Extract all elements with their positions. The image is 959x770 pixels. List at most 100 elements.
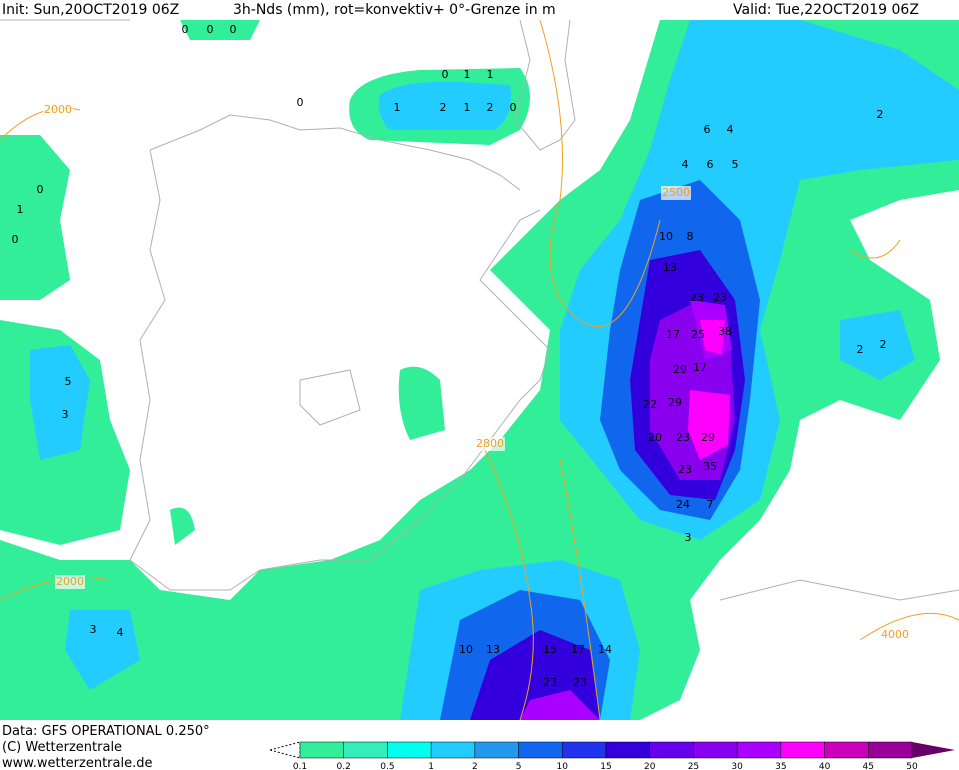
copyright: (C) Wetterzentrale xyxy=(2,740,122,755)
grid-value: 17 xyxy=(693,361,707,374)
colorbar-swatch xyxy=(387,741,432,759)
contour-label-bg xyxy=(475,437,505,451)
grid-value: 10 xyxy=(659,230,673,243)
grid-value: 8 xyxy=(687,230,694,243)
precip-area xyxy=(30,345,90,460)
grid-value: 6 xyxy=(704,123,711,136)
colorbar-label: 50 xyxy=(906,762,918,770)
colorbar-label: 25 xyxy=(688,762,699,770)
coastlines xyxy=(0,19,959,601)
colorbar-swatch xyxy=(562,741,607,759)
grid-value: 0 xyxy=(442,68,449,81)
grid-value: 0 xyxy=(297,96,304,109)
precip-area xyxy=(65,610,140,690)
colorbar-swatch xyxy=(474,741,519,759)
grid-value: 23 xyxy=(713,291,727,304)
grid-value: 1 xyxy=(464,101,471,114)
grid-value: 24 xyxy=(676,498,690,511)
grid-value: 5 xyxy=(65,375,72,388)
colorbar-label: 5 xyxy=(516,762,522,770)
grid-value: 4 xyxy=(682,158,689,171)
grid-value: 2 xyxy=(487,101,494,114)
colorbar-label: 15 xyxy=(600,762,611,770)
contour-label-bg xyxy=(43,103,73,117)
grid-value: 23 xyxy=(690,291,704,304)
grid-value: 17 xyxy=(666,328,680,341)
contour-label: 2000 xyxy=(56,575,84,588)
header-bar xyxy=(0,0,959,19)
colorbar-swatch xyxy=(518,741,563,759)
precip-area xyxy=(398,366,445,440)
grid-value: 17 xyxy=(571,643,585,656)
grid-value: 15 xyxy=(543,643,557,656)
grid-value: 14 xyxy=(598,643,612,656)
contour-label: 4000 xyxy=(881,628,909,641)
grid-value: 1 xyxy=(394,101,401,114)
precip-area xyxy=(0,135,70,300)
colorbar-swatch xyxy=(868,741,913,759)
grid-value: 25 xyxy=(691,328,705,341)
precip-area xyxy=(840,310,915,380)
grid-value: 29 xyxy=(701,431,715,444)
colorbar-swatch xyxy=(736,741,782,759)
precip-area xyxy=(700,320,725,355)
grid-value: 35 xyxy=(703,460,717,473)
valid-time: Valid: Tue,22OCT2019 06Z xyxy=(733,2,919,18)
colorbar-label: 0.1 xyxy=(293,762,307,770)
colorbar-label: 45 xyxy=(863,762,874,770)
precip-area xyxy=(378,81,511,130)
colorbar-swatch xyxy=(780,741,825,759)
grid-value: 0 xyxy=(12,233,19,246)
colorbar-label: 20 xyxy=(644,762,656,770)
data-source: Data: GFS OPERATIONAL 0.250° xyxy=(2,724,210,739)
grid-value: 10 xyxy=(459,643,473,656)
grid-value: 5 xyxy=(732,158,739,171)
grid-value: 3 xyxy=(62,408,69,421)
colorbar-swatch xyxy=(649,741,694,759)
grid-value: 38 xyxy=(718,325,732,338)
precip-area xyxy=(170,507,195,545)
grid-value: 3 xyxy=(90,623,97,636)
precip-area xyxy=(520,690,600,720)
grid-value: 23 xyxy=(543,676,557,689)
precip-area xyxy=(688,390,730,460)
map-title: 3h-Nds (mm), rot=konvektiv+ 0°-Grenze in… xyxy=(233,2,556,18)
colorbar-swatch xyxy=(605,741,650,759)
grid-value: 0 xyxy=(182,23,189,36)
colorbar-label: 0.5 xyxy=(380,762,394,770)
grid-value: 2 xyxy=(880,338,887,351)
grid-value: 1 xyxy=(487,68,494,81)
grid-value: 0 xyxy=(207,23,214,36)
grid-value: 0 xyxy=(230,23,237,36)
grid-value: 3 xyxy=(685,531,692,544)
grid-value: 0 xyxy=(510,101,517,114)
grid-value: 23 xyxy=(573,676,587,689)
coastline xyxy=(514,19,576,151)
grid-value: 20 xyxy=(648,431,662,444)
website: www.wetterzentrale.de xyxy=(2,756,152,770)
colorbar-swatch xyxy=(343,741,388,759)
precip-area xyxy=(180,20,260,40)
grid-value: 2 xyxy=(877,108,884,121)
grid-value: 2 xyxy=(440,101,447,114)
colorbar-swatch xyxy=(693,741,738,759)
colorbar-label: 1 xyxy=(428,762,434,770)
grid-value: 1 xyxy=(464,68,471,81)
grid-value: 7 xyxy=(707,498,714,511)
grid-value: 0 xyxy=(37,183,44,196)
grid-value: 2 xyxy=(857,343,864,356)
precip-field xyxy=(0,20,959,720)
coastline xyxy=(0,19,551,591)
grid-value: 23 xyxy=(678,463,692,476)
grid-value: 23 xyxy=(676,431,690,444)
colorbar-label: 2 xyxy=(472,762,478,770)
colorbar-overflow xyxy=(912,742,955,758)
coastline xyxy=(299,369,959,601)
colorbar-label: 10 xyxy=(557,762,569,770)
init-time: Init: Sun,20OCT2019 06Z xyxy=(2,2,179,18)
grid-value: 22 xyxy=(643,398,657,411)
contour-label: 2800 xyxy=(476,437,504,450)
grid-value: 4 xyxy=(117,626,124,639)
